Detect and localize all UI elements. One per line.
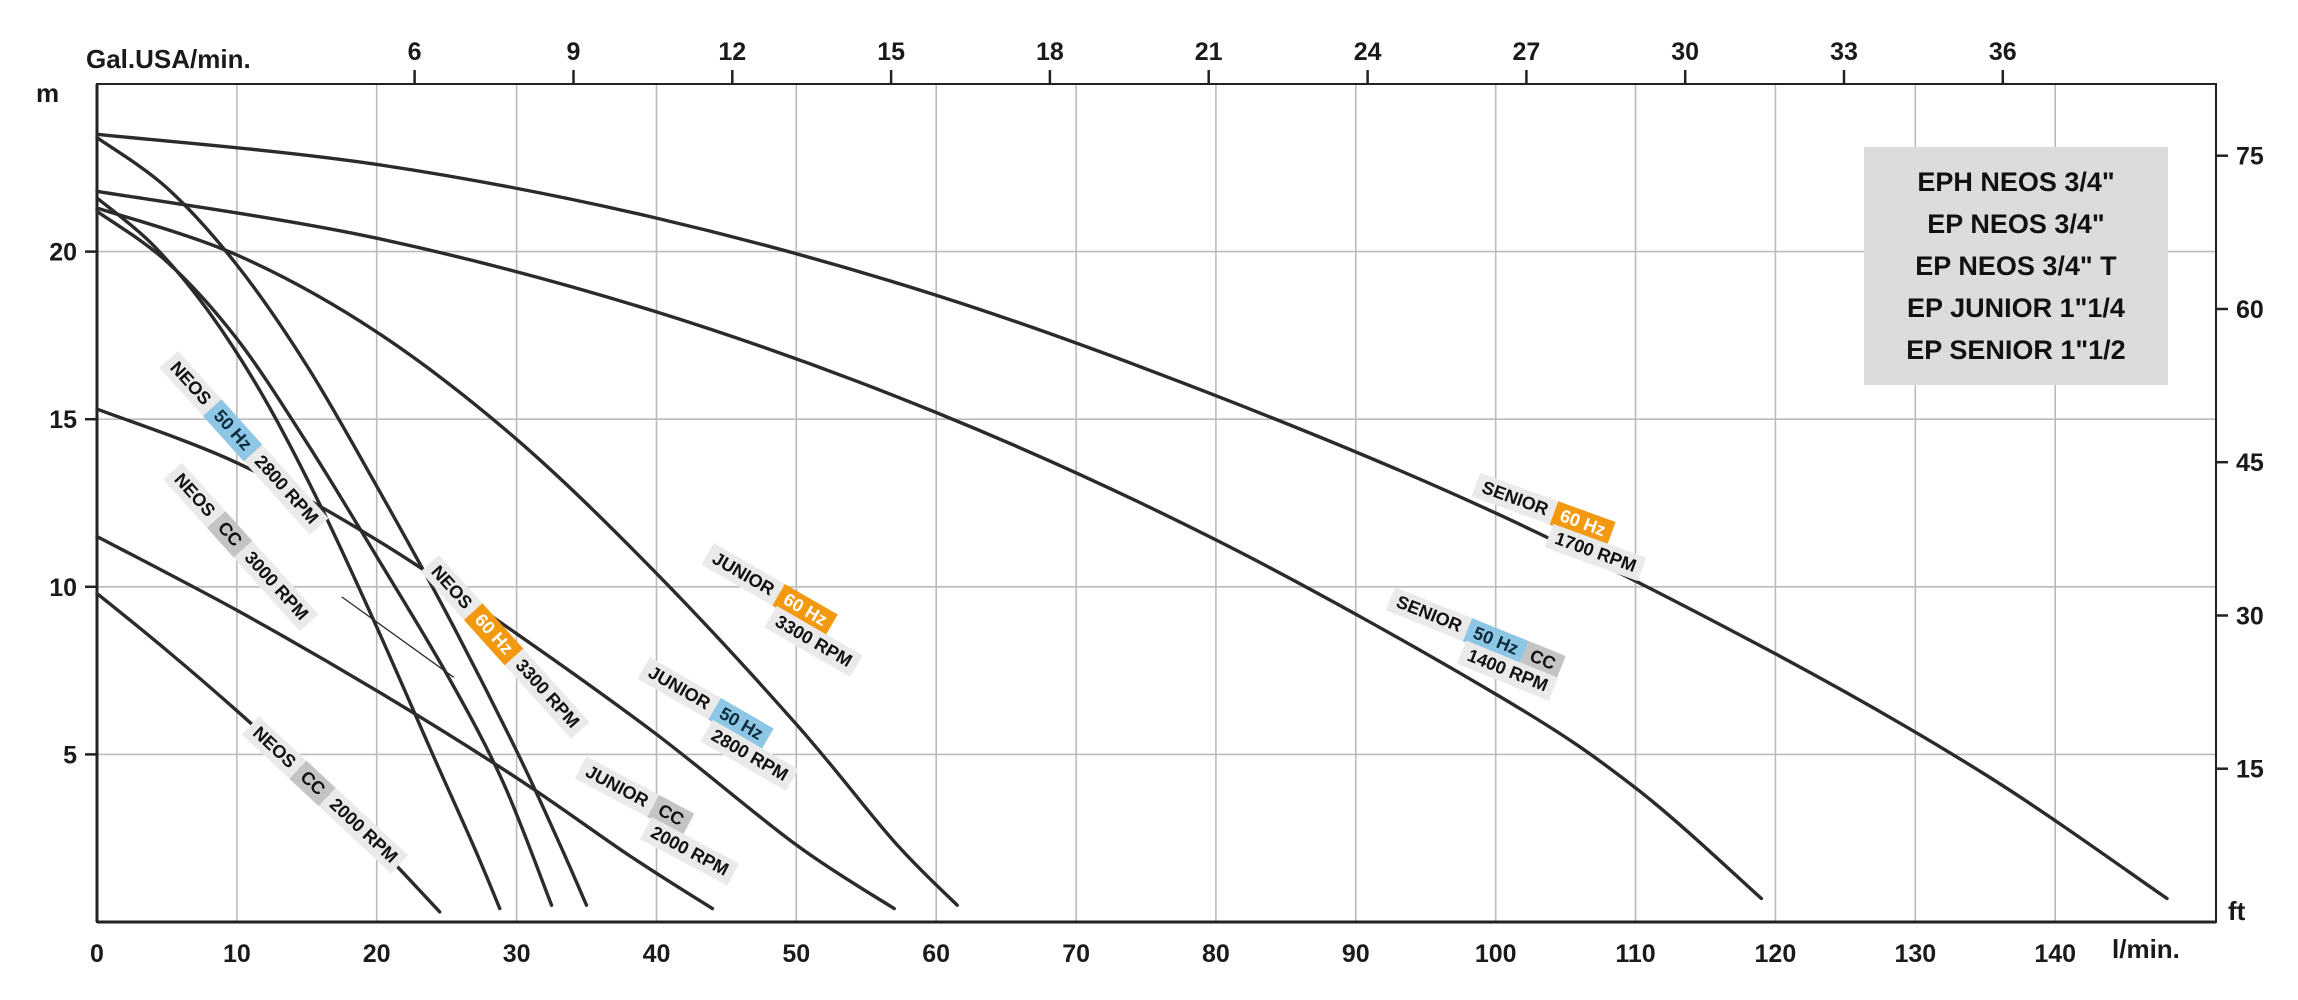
right-axis-unit-label: ft [2228, 896, 2246, 926]
top-axis-tick-label: 21 [1195, 38, 1223, 66]
curve-junior-50hz-2800 [95, 407, 896, 911]
top-axis-tick-label: 27 [1512, 38, 1540, 66]
bottom-axis-tick-label: 90 [1342, 940, 1370, 968]
right-axis-tick-label: 30 [2236, 603, 2264, 631]
bottom-axis-tick-label: 110 [1615, 940, 1655, 968]
model-legend: EPH NEOS 3/4" EP NEOS 3/4" EP NEOS 3/4" … [1864, 147, 2168, 385]
bottom-axis-tick-label: 120 [1755, 940, 1797, 968]
curve-senior-50hz-cc-1400 [95, 189, 1764, 901]
top-axis-tick-label: 24 [1354, 38, 1382, 66]
bottom-axis-tick-label: 10 [223, 940, 251, 968]
bottom-axis-tick-label: 20 [363, 940, 391, 968]
legend-item: EP NEOS 3/4" T [1915, 251, 2117, 281]
top-axis-tick-label: 33 [1830, 38, 1858, 66]
left-axis-tick-label: 20 [49, 239, 77, 267]
left-axis-tick-label: 5 [63, 741, 77, 769]
bottom-axis-tick-label: 50 [782, 940, 810, 968]
right-axis-tick-label: 15 [2236, 756, 2264, 784]
bottom-axis-unit-label: l/min. [2112, 934, 2180, 964]
bottom-axis-tick-label: 30 [503, 940, 531, 968]
right-axis-tick-label: 75 [2236, 143, 2264, 171]
curve-neos-60hz-3300 [95, 135, 589, 907]
bottom-axis-tick-label: 40 [643, 940, 671, 968]
legend-item: EP SENIOR 1"1/2 [1906, 335, 2126, 365]
bottom-axis-tick-label: 60 [922, 940, 950, 968]
legend-item: EPH NEOS 3/4" [1917, 167, 2115, 197]
curve-neos-cc-2000 [95, 591, 442, 914]
curve-neos-50hz-2800 [95, 196, 502, 911]
top-axis-tick-label: 9 [567, 38, 581, 66]
right-axis-tick-label: 45 [2236, 449, 2264, 477]
top-axis-tick-label: 6 [408, 38, 422, 66]
top-axis-tick-label: 18 [1036, 38, 1064, 66]
legend-item: EP JUNIOR 1"1/4 [1907, 293, 2125, 323]
bottom-axis-tick-label: 0 [90, 940, 104, 968]
bottom-axis-tick-label: 100 [1475, 940, 1517, 968]
left-axis-tick-label: 15 [49, 406, 77, 434]
top-axis-tick-label: 36 [1989, 38, 2017, 66]
legend-item: EP NEOS 3/4" [1927, 209, 2105, 239]
curve-senior-60hz-1700 [95, 132, 2169, 901]
curve-neos-cc-3000 [95, 209, 554, 907]
curve-junior-cc-2000 [95, 534, 715, 911]
right-axis-tick-label: 60 [2236, 296, 2264, 324]
left-axis-tick-label: 10 [49, 574, 77, 602]
bottom-axis-tick-label: 80 [1202, 940, 1230, 968]
curve-junior-60hz-3300 [95, 206, 959, 907]
bottom-axis-tick-label: 140 [2034, 940, 2076, 968]
bottom-axis-tick-label: 130 [1894, 940, 1936, 968]
label-leader-line [341, 596, 455, 678]
top-axis-tick-label: 12 [718, 38, 746, 66]
left-axis-unit-label: m [36, 78, 60, 108]
top-axis-tick-label: 15 [877, 38, 905, 66]
top-axis-unit-label: Gal.USA/min. [86, 44, 251, 74]
bottom-axis-tick-label: 70 [1062, 940, 1090, 968]
top-axis-tick-label: 30 [1671, 38, 1699, 66]
